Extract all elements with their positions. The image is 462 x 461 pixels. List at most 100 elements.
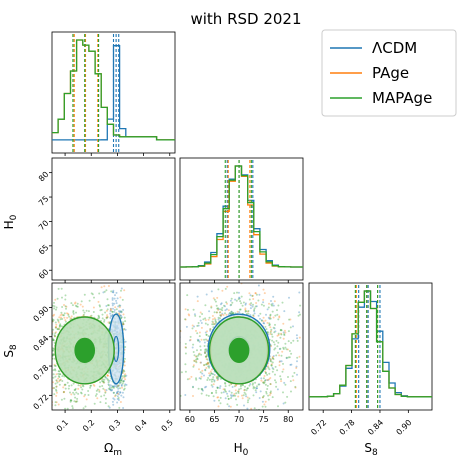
sample-point-mapage	[48, 380, 50, 382]
sample-point-mapage	[264, 405, 267, 408]
sample-point-page	[235, 384, 237, 387]
sample-point-mapage	[217, 307, 220, 310]
sample-point-lcdm	[265, 313, 267, 316]
sample-point-lcdm	[263, 322, 266, 325]
sample-point-lcdm	[296, 360, 298, 363]
sample-point-mapage	[103, 290, 106, 293]
sample-point-mapage	[214, 300, 217, 303]
sample-point-page	[48, 186, 50, 188]
sample-point-page	[47, 166, 49, 168]
sample-point-mapage	[107, 405, 110, 408]
sample-point-page	[261, 396, 264, 399]
sample-point-mapage	[299, 313, 301, 316]
sample-point-mapage	[52, 349, 54, 352]
sample-point-mapage	[75, 311, 77, 314]
sample-point-mapage	[223, 304, 225, 307]
sample-point-page	[217, 405, 220, 408]
sample-point-mapage	[117, 397, 120, 399]
sample-point-lcdm	[228, 390, 231, 393]
sample-point-page	[49, 321, 51, 323]
sample-point-page	[103, 285, 106, 288]
sample-point-mapage	[47, 359, 49, 361]
sample-point-lcdm	[109, 307, 112, 310]
sample-point-mapage	[279, 375, 282, 378]
sample-point-mapage	[48, 317, 50, 319]
sample-point-page	[53, 313, 56, 316]
panel-frame-s8-om	[51, 282, 176, 411]
sample-point-mapage	[47, 356, 49, 358]
sample-point-mapage	[205, 333, 208, 336]
sample-point-mapage	[47, 319, 49, 321]
sample-point-mapage	[80, 392, 83, 395]
sample-point-page	[252, 315, 255, 318]
sample-point-mapage	[234, 394, 237, 397]
sample-point-mapage	[285, 348, 288, 351]
sample-point-page	[222, 314, 225, 316]
sample-point-lcdm	[122, 322, 124, 325]
sample-point-mapage	[216, 377, 218, 380]
sample-point-page	[48, 242, 50, 244]
sample-point-lcdm	[296, 373, 298, 376]
sample-point-mapage	[264, 371, 267, 374]
sample-point-page	[73, 302, 76, 305]
sample-point-lcdm	[272, 355, 275, 357]
sample-point-lcdm	[176, 329, 178, 331]
sample-point-lcdm	[116, 401, 119, 404]
sample-point-page	[213, 317, 216, 320]
sample-point-page	[53, 363, 56, 366]
sample-point-mapage	[217, 316, 220, 319]
sample-point-lcdm	[108, 379, 111, 382]
sample-point-page	[292, 379, 295, 382]
sample-point-page	[55, 394, 58, 397]
sample-point-mapage	[207, 365, 210, 368]
sample-point-page	[241, 397, 244, 400]
sample-point-mapage	[239, 385, 242, 388]
sample-point-lcdm	[257, 314, 260, 317]
sample-point-mapage	[211, 320, 214, 323]
sample-point-mapage	[72, 382, 75, 385]
sample-point-mapage	[108, 384, 110, 387]
sample-point-mapage	[90, 314, 93, 317]
sample-point-mapage	[93, 296, 95, 299]
sample-point-lcdm	[176, 401, 178, 403]
sample-point-page	[209, 370, 212, 373]
sample-point-mapage	[72, 391, 75, 394]
sample-point-lcdm	[229, 312, 232, 315]
sample-point-mapage	[212, 395, 215, 398]
scatter-s8-vs-om	[47, 285, 128, 431]
sample-point-lcdm	[267, 379, 270, 382]
sample-point-page	[208, 372, 211, 375]
sample-point-mapage	[195, 377, 197, 380]
sample-point-page	[278, 316, 281, 319]
sample-point-page	[264, 319, 267, 322]
sample-point-mapage	[48, 232, 50, 234]
sample-point-mapage	[52, 348, 55, 350]
sample-point-mapage	[106, 429, 108, 431]
sample-point-mapage	[228, 384, 231, 387]
sample-point-page	[81, 305, 84, 308]
sample-point-mapage	[55, 306, 58, 309]
sample-point-lcdm	[222, 391, 225, 394]
sample-point-mapage	[248, 384, 251, 387]
sample-point-lcdm	[298, 291, 301, 294]
sample-point-page	[199, 311, 202, 314]
sample-point-mapage	[106, 308, 109, 311]
sample-point-page	[248, 411, 250, 413]
sample-point-mapage	[52, 349, 54, 352]
sample-point-mapage	[254, 381, 257, 384]
sample-point-mapage	[59, 373, 62, 376]
sample-point-mapage	[215, 311, 218, 314]
sample-point-mapage	[220, 391, 223, 394]
sample-point-lcdm	[243, 404, 245, 407]
sample-point-mapage	[53, 364, 56, 367]
sample-point-mapage	[216, 376, 219, 379]
sample-point-mapage	[227, 397, 230, 400]
sample-point-page	[47, 374, 49, 376]
sample-point-mapage	[197, 339, 199, 342]
sample-point-mapage	[102, 380, 105, 383]
sample-point-lcdm	[200, 322, 203, 324]
sample-point-page	[70, 315, 73, 318]
sample-point-mapage	[52, 373, 55, 376]
sample-point-mapage	[70, 384, 73, 387]
sample-point-lcdm	[121, 391, 124, 394]
